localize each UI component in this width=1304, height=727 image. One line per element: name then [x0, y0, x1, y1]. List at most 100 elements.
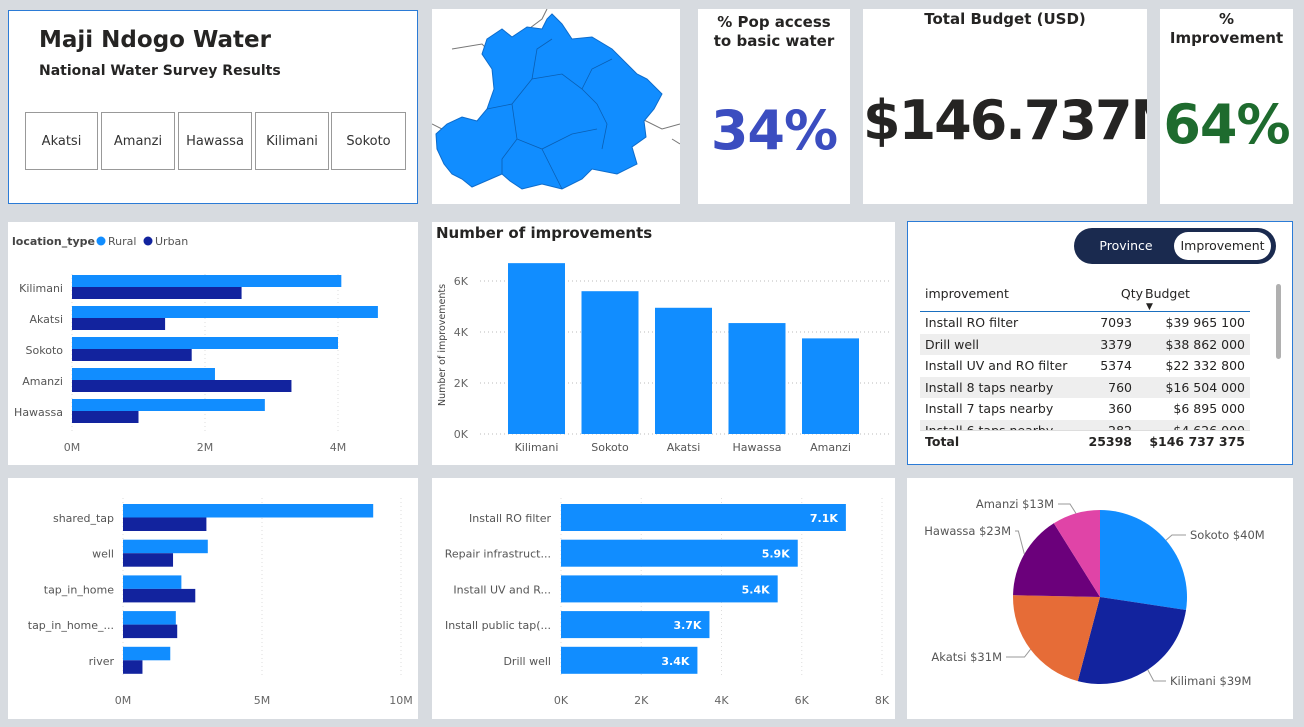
- bar-urban[interactable]: [72, 287, 242, 299]
- y-category-label: Sokoto: [26, 344, 64, 357]
- x-tick-label: 0K: [554, 694, 569, 707]
- y-category-label: Hawassa: [14, 406, 63, 419]
- budget-pie-chart[interactable]: Sokoto $40M Kilimani $39M Akatsi $31M Hawas…: [907, 478, 1293, 719]
- bar-urban[interactable]: [72, 411, 139, 423]
- toggle-improvement[interactable]: Improvement: [1174, 232, 1271, 260]
- dashboard-subtitle: National Water Survey Results: [39, 63, 281, 79]
- bar-data-label: 7.1K: [810, 512, 838, 525]
- pie-slice-sokoto[interactable]: [1100, 510, 1187, 611]
- pie-slice-amanzi[interactable]: [1053, 510, 1100, 597]
- bar-rural[interactable]: [72, 399, 265, 411]
- x-category-label: Amanzi: [810, 441, 851, 454]
- col-header-budget[interactable]: Budget: [1145, 286, 1190, 301]
- bar-data-label: 3.4K: [661, 655, 689, 668]
- bar[interactable]: [802, 338, 859, 434]
- y-category-label: river: [89, 655, 115, 668]
- bar-data-label: 5.9K: [762, 548, 790, 561]
- province-slicer-sokoto[interactable]: Sokoto: [331, 112, 406, 170]
- pie-leader-line: [1147, 669, 1166, 682]
- col-header-qty[interactable]: Qty: [1120, 286, 1143, 301]
- pie-data-label: Kilimani $39M: [1170, 674, 1251, 688]
- bar-rural[interactable]: [123, 575, 182, 589]
- sort-desc-icon[interactable]: ▼: [1146, 302, 1153, 312]
- bar[interactable]: [561, 611, 710, 639]
- y-tick-label: 4K: [454, 326, 469, 339]
- cell-improvement: Install 7 taps nearby: [925, 401, 1054, 416]
- table-row[interactable]: Install 7 taps nearby 360 $6 895 000: [920, 398, 1250, 420]
- chart-title: Number of improvements: [436, 224, 652, 242]
- improvement-type-chart[interactable]: 0K 2K 4K 6K 8K Install RO filter 7.1K Repair in…: [432, 478, 895, 719]
- legend-marker-rural: [96, 236, 106, 246]
- bar[interactable]: [561, 539, 798, 567]
- bar-rural[interactable]: [123, 611, 176, 625]
- title-card: Maji Ndogo Water National Water Survey R…: [8, 10, 418, 204]
- pie-leader-line: [1015, 530, 1025, 555]
- pie-slice-akatsi[interactable]: [1013, 595, 1100, 682]
- x-tick-label: 0M: [115, 694, 132, 707]
- bar-urban[interactable]: [123, 553, 174, 567]
- bar-urban[interactable]: [72, 318, 166, 330]
- bar-rural[interactable]: [72, 337, 338, 349]
- y-category-label: Install RO filter: [469, 512, 551, 525]
- x-category-label: Kilimani: [515, 441, 559, 454]
- y-category-label: tap_in_home: [44, 583, 114, 596]
- improvement-type-chart-card: 0K 2K 4K 6K 8K Install RO filter 7.1K Repair in…: [432, 478, 895, 719]
- improvements-chart[interactable]: Number of improvements Number of improvem…: [432, 222, 895, 465]
- bar[interactable]: [508, 263, 565, 434]
- improvement-table-card: Province Improvement improvement Qty Bud…: [907, 221, 1293, 465]
- kpi-budget-title: Total Budget (USD): [924, 10, 1086, 28]
- bar[interactable]: [561, 504, 846, 531]
- bar-rural[interactable]: [72, 368, 215, 380]
- map-region[interactable]: [435, 13, 663, 190]
- location-type-chart[interactable]: location_type Rural Urban 0M 2M 4M Kilimani Aka…: [8, 222, 418, 465]
- bar-urban[interactable]: [123, 588, 196, 603]
- pie-slice-kilimani[interactable]: [1077, 597, 1187, 684]
- view-toggle[interactable]: Province Improvement: [1074, 228, 1276, 264]
- pie-slice-hawassa[interactable]: [1013, 523, 1100, 597]
- bar-urban[interactable]: [123, 517, 207, 532]
- toggle-province[interactable]: Province: [1099, 238, 1153, 253]
- table-row[interactable]: Install UV and RO filter 5374 $22 332 800: [920, 355, 1250, 377]
- table-scrollbar[interactable]: [1276, 284, 1281, 359]
- table-row[interactable]: Install RO filter 7093 $39 965 100: [920, 312, 1250, 334]
- total-budget: $146 737 375: [1149, 434, 1245, 449]
- bar-rural[interactable]: [123, 539, 208, 554]
- bar-rural[interactable]: [123, 504, 374, 518]
- bar-urban[interactable]: [123, 660, 143, 674]
- bar[interactable]: [561, 646, 698, 674]
- bar-urban[interactable]: [72, 380, 292, 392]
- bar[interactable]: [728, 323, 786, 434]
- bar-urban[interactable]: [123, 624, 178, 639]
- col-header-improvement[interactable]: improvement: [925, 286, 1009, 301]
- province-slicer-kilimani[interactable]: Kilimani: [255, 112, 329, 170]
- location-type-chart-card: location_type Rural Urban 0M 2M 4M Kilimani Aka…: [8, 222, 418, 465]
- bar-rural[interactable]: [72, 306, 378, 318]
- province-slicer-amanzi[interactable]: Amanzi: [101, 112, 175, 170]
- bar[interactable]: [581, 291, 639, 434]
- table-row[interactable]: Install 6 taps nearby 282 $4 626 000: [920, 419, 1250, 431]
- kpi-improvement-value: 64%: [1163, 93, 1290, 156]
- improvements-chart-card: Number of improvements Number of improvem…: [432, 222, 895, 465]
- pie-data-label: Hawassa $23M: [924, 524, 1011, 538]
- cell-budget: $22 332 800: [1165, 358, 1245, 373]
- table-header: improvement Qty Budget ▼: [920, 284, 1250, 312]
- province-slicer-akatsi[interactable]: Akatsi: [25, 112, 98, 170]
- bar-urban[interactable]: [72, 349, 192, 361]
- bar[interactable]: [655, 307, 712, 434]
- x-tick-label: 6K: [795, 694, 810, 707]
- table-row[interactable]: Install 8 taps nearby 760 $16 504 000: [920, 376, 1250, 398]
- province-map[interactable]: [432, 9, 680, 204]
- bar[interactable]: [561, 575, 778, 603]
- map-card[interactable]: [432, 9, 680, 204]
- table-row[interactable]: Drill well 3379 $38 862 000: [920, 333, 1250, 355]
- y-category-label: well: [92, 548, 114, 561]
- x-category-label: Akatsi: [667, 441, 701, 454]
- cell-qty: 282: [1108, 422, 1132, 431]
- pie-leader-line: [1165, 534, 1186, 541]
- cell-budget: $38 862 000: [1165, 336, 1245, 352]
- cell-qty: 5374: [1100, 358, 1132, 373]
- bar-rural[interactable]: [123, 646, 171, 661]
- province-slicer-hawassa[interactable]: Hawassa: [178, 112, 252, 170]
- bar-rural[interactable]: [72, 275, 342, 287]
